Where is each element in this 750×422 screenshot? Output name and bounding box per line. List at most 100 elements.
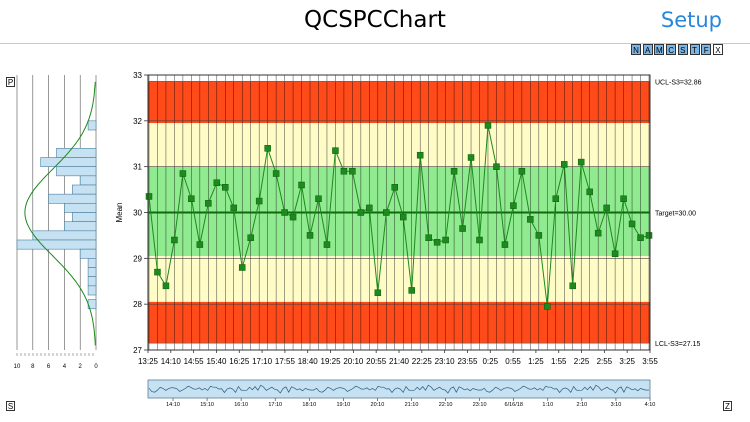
- data-point[interactable]: [459, 225, 466, 232]
- data-point[interactable]: [416, 151, 424, 159]
- overview-tick-label: 3:10: [611, 402, 622, 408]
- toolbar-t-button[interactable]: T: [689, 44, 700, 55]
- x-tick-label: 0:55: [505, 357, 521, 366]
- data-point[interactable]: [628, 220, 636, 228]
- toolbar-f-button[interactable]: F: [701, 44, 712, 55]
- data-point[interactable]: [544, 303, 551, 310]
- data-point[interactable]: [586, 188, 593, 196]
- data-point[interactable]: [154, 268, 161, 276]
- data-point[interactable]: [391, 184, 399, 191]
- mean-series-line: [148, 125, 650, 307]
- histogram-tick-label: 6: [47, 364, 51, 370]
- x-tick-label: 3:55: [642, 357, 658, 366]
- overview-track[interactable]: [147, 379, 651, 399]
- data-point[interactable]: [552, 195, 560, 202]
- data-point[interactable]: [399, 213, 407, 221]
- data-point[interactable]: [467, 154, 475, 161]
- data-point[interactable]: [315, 195, 322, 202]
- histogram-bar: [56, 148, 97, 158]
- data-point[interactable]: [442, 236, 449, 244]
- histogram-tick-label: 4: [63, 364, 67, 370]
- lower-red-zone: [148, 301, 650, 344]
- data-point[interactable]: [357, 209, 365, 216]
- data-point[interactable]: [179, 170, 187, 177]
- data-point[interactable]: [205, 200, 212, 207]
- data-point[interactable]: [620, 195, 627, 202]
- overview-tick-label: 14:10: [166, 402, 180, 408]
- data-point[interactable]: [408, 287, 415, 294]
- histogram-bar: [64, 203, 97, 213]
- data-point[interactable]: [510, 202, 517, 209]
- x-tick-label: 13:25: [138, 357, 159, 366]
- data-point[interactable]: [340, 168, 348, 175]
- data-point[interactable]: [450, 168, 458, 175]
- overview-tick-label: 1:10: [542, 402, 553, 408]
- data-point[interactable]: [188, 195, 195, 202]
- toolbar-a-button[interactable]: A: [642, 44, 653, 55]
- data-point[interactable]: [569, 282, 576, 290]
- data-point[interactable]: [366, 204, 373, 212]
- toolbar-m-button[interactable]: M: [654, 44, 665, 55]
- data-point[interactable]: [349, 168, 356, 175]
- data-point[interactable]: [281, 209, 288, 216]
- data-point[interactable]: [374, 289, 382, 296]
- data-point[interactable]: [298, 181, 305, 189]
- setup-button[interactable]: Setup: [660, 8, 722, 32]
- histogram-tick-label: 8: [31, 364, 35, 370]
- y-tick-label: 30: [133, 209, 142, 218]
- data-point[interactable]: [561, 161, 568, 168]
- data-point[interactable]: [145, 193, 153, 200]
- toolbar-n-button[interactable]: N: [631, 44, 641, 55]
- toolbar-s-button[interactable]: S: [677, 44, 688, 55]
- navigation-bar: QCSPCChart Setup: [0, 0, 750, 44]
- data-point[interactable]: [594, 229, 602, 237]
- data-point[interactable]: [255, 197, 263, 205]
- histogram-bar: [87, 258, 97, 268]
- data-point[interactable]: [213, 179, 221, 186]
- y-tick-label: 27: [133, 346, 142, 355]
- data-point[interactable]: [577, 158, 585, 166]
- data-point[interactable]: [645, 232, 653, 239]
- overview-series-line: [148, 384, 650, 394]
- data-point[interactable]: [171, 236, 178, 244]
- data-point[interactable]: [264, 145, 271, 152]
- data-point[interactable]: [196, 241, 204, 248]
- x-tick-label: 17:10: [252, 357, 273, 366]
- mean-chart-panel: 27 28 29 30 31 32 33 Mean 13:25 14:10 14:55 15:40 16…: [115, 71, 702, 366]
- data-point[interactable]: [332, 147, 339, 154]
- data-point[interactable]: [433, 239, 441, 246]
- data-point[interactable]: [527, 216, 534, 223]
- data-point[interactable]: [425, 234, 432, 241]
- data-point[interactable]: [230, 204, 237, 212]
- histogram-bar: [32, 230, 97, 241]
- data-point[interactable]: [383, 209, 390, 216]
- toolbar-x-button[interactable]: X: [712, 44, 723, 55]
- data-point[interactable]: [603, 204, 610, 212]
- data-point[interactable]: [222, 184, 229, 191]
- data-point[interactable]: [501, 241, 509, 248]
- toolbar-c-button[interactable]: C: [666, 44, 677, 55]
- data-point[interactable]: [272, 170, 280, 177]
- data-point[interactable]: [247, 234, 254, 241]
- p-corner-button[interactable]: P: [6, 77, 15, 87]
- histogram-bar: [56, 166, 97, 177]
- z-corner-button[interactable]: Z: [723, 401, 732, 411]
- overview-scrollbar[interactable]: 14:10 15:10 16:10 17:10 18:10 19:10 20:10 21:10…: [147, 379, 655, 408]
- data-point[interactable]: [162, 282, 170, 290]
- data-point[interactable]: [289, 213, 297, 221]
- data-point[interactable]: [484, 122, 492, 129]
- x-tick-label: 23:10: [435, 357, 456, 366]
- data-point[interactable]: [518, 168, 526, 175]
- data-point[interactable]: [535, 232, 543, 239]
- data-point[interactable]: [493, 163, 500, 170]
- data-point[interactable]: [637, 234, 644, 241]
- data-point[interactable]: [306, 232, 314, 239]
- data-point[interactable]: [238, 264, 246, 271]
- histogram-bar: [40, 157, 97, 167]
- overview-tick-label: 22:10: [439, 402, 453, 408]
- data-point[interactable]: [323, 241, 331, 248]
- data-point[interactable]: [611, 250, 619, 257]
- y-tick-label: 29: [133, 254, 142, 263]
- data-point[interactable]: [476, 236, 483, 244]
- s-corner-button[interactable]: S: [6, 401, 15, 411]
